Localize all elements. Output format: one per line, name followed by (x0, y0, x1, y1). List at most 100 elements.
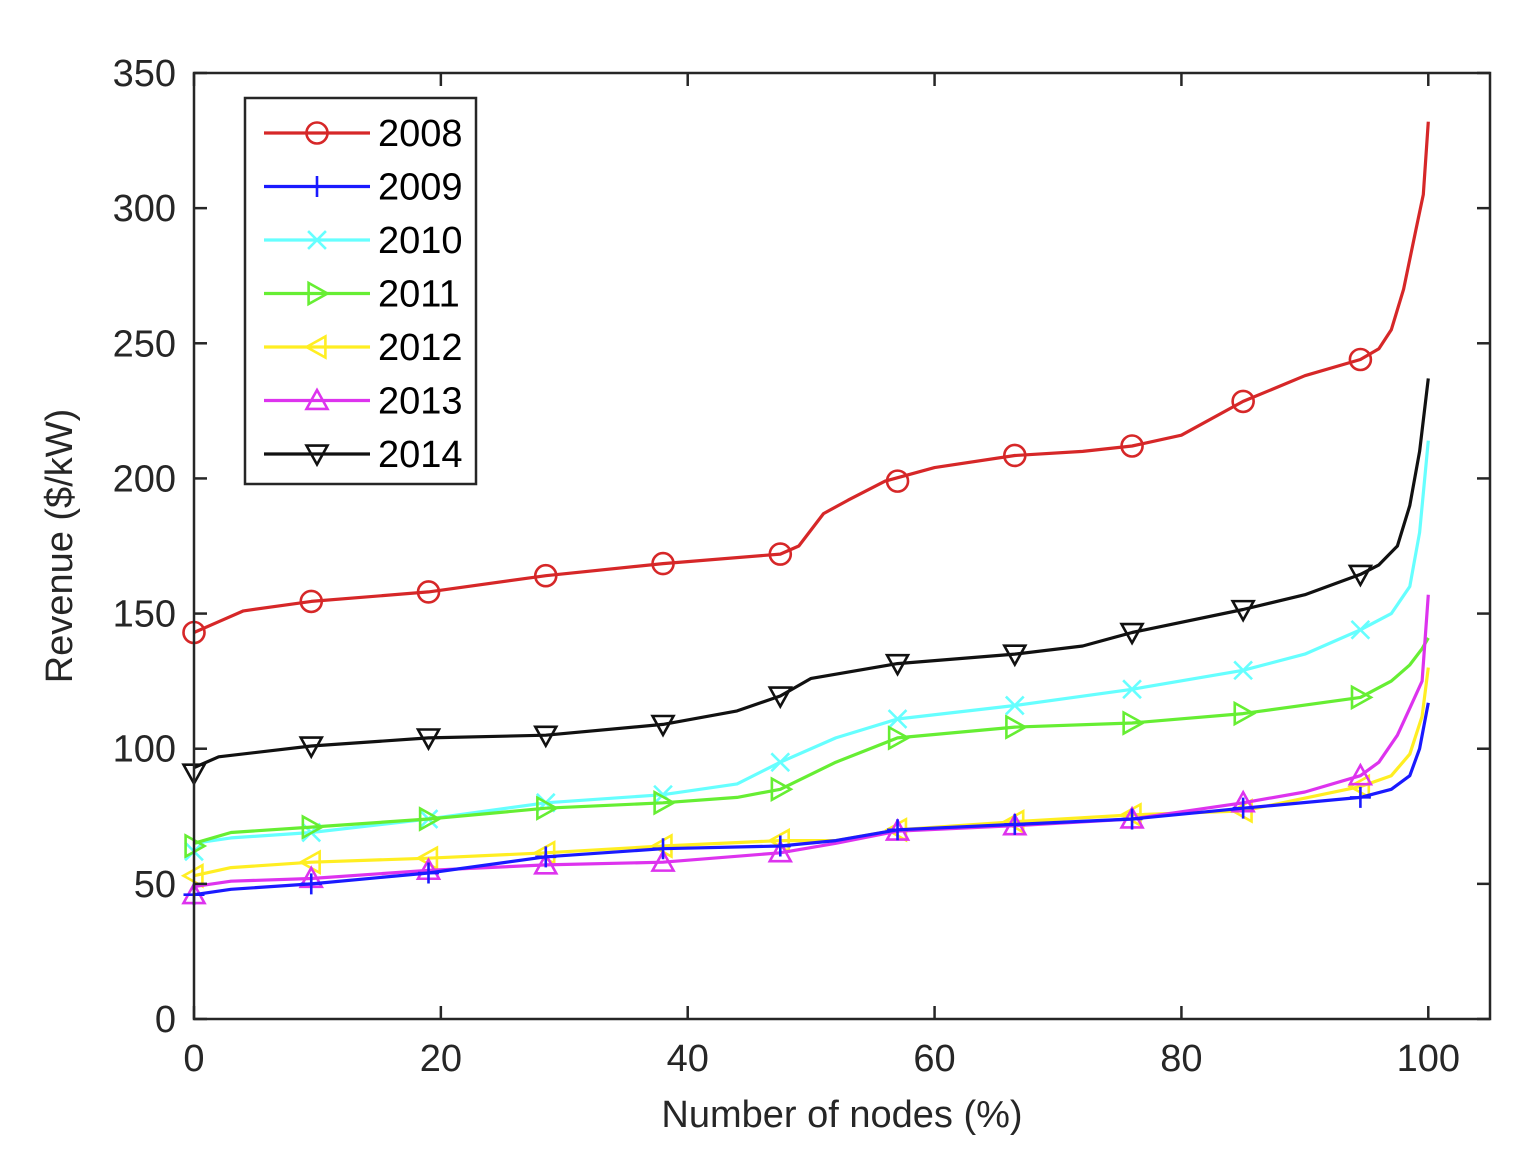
data-point-2013 (650, 849, 676, 872)
data-point-2008 (885, 469, 910, 493)
series-line-2010 (193, 440, 1430, 845)
data-point-2008 (1120, 434, 1144, 458)
data-point-2009 (769, 835, 791, 857)
series-layer (180, 121, 1430, 906)
axes-box (192, 71, 1492, 1021)
series-2011 (184, 637, 1430, 859)
legend-label: 2013 (378, 381, 463, 423)
data-point-2009 (1349, 786, 1371, 808)
series-line-2011 (193, 637, 1430, 845)
data-point-2008 (416, 580, 441, 604)
data-point-2013 (1347, 762, 1374, 786)
legend-marker-2014 (304, 444, 330, 468)
data-point-2009 (1004, 813, 1026, 835)
data-point-2011 (418, 806, 442, 832)
y-tick-label: 350 (113, 53, 176, 95)
data-point-2014 (884, 653, 911, 677)
data-point-2014 (415, 728, 442, 752)
legend-marker-2013 (304, 387, 330, 411)
y-tick-label: 150 (113, 594, 176, 636)
data-point-2008 (533, 563, 558, 588)
data-point-2009 (1232, 797, 1254, 819)
x-tick-label: 60 (913, 1038, 955, 1080)
legend-marker-2012 (303, 334, 327, 360)
data-point-2009 (418, 862, 440, 884)
data-point-2011 (1350, 684, 1374, 711)
legend-label: 2008 (378, 113, 463, 155)
legend: 2008 2009 2010 2011 2012 2013 2014 (243, 96, 478, 486)
y-tick-label: 100 (113, 729, 176, 771)
data-point-2011 (1005, 714, 1028, 740)
legend-label: 2014 (378, 434, 463, 476)
data-point-2014 (1230, 599, 1256, 623)
data-point-2009 (652, 838, 674, 860)
data-point-2011 (1233, 700, 1257, 727)
data-point-2008 (1348, 347, 1373, 372)
data-point-2011 (770, 776, 794, 802)
data-point-2008 (651, 551, 675, 576)
data-point-2009 (1121, 808, 1143, 830)
y-tick-label: 200 (113, 458, 176, 500)
legend-entry-2009: 2009 (264, 167, 463, 209)
series-2013 (181, 594, 1430, 905)
legend-entry-2011: 2011 (264, 274, 460, 316)
data-point-2014 (1119, 622, 1145, 646)
data-point-2008 (1231, 389, 1255, 414)
x-tick-label: 100 (1397, 1038, 1460, 1080)
series-line-2014 (193, 378, 1430, 770)
data-point-2014 (533, 725, 559, 749)
x-axis-title: Number of nodes (%) (661, 1094, 1022, 1136)
legend-label: 2010 (378, 220, 463, 262)
y-tick-label: 50 (134, 864, 176, 906)
y-tick-label: 300 (113, 188, 176, 230)
legend-marker-2008 (305, 121, 329, 145)
legend-label: 2009 (378, 167, 463, 209)
data-point-2014 (1002, 644, 1028, 668)
data-point-2009 (300, 873, 322, 895)
data-point-2008 (1002, 443, 1027, 468)
data-point-2010 (887, 709, 908, 729)
data-point-2010 (1233, 660, 1253, 681)
legend-entry-2008: 2008 (264, 113, 463, 155)
x-tick-label: 80 (1160, 1038, 1202, 1080)
legend-marker-2011 (307, 280, 331, 307)
data-point-2013 (767, 839, 793, 863)
data-point-2011 (887, 725, 911, 751)
legend-marker-2010 (307, 230, 327, 250)
legend-entry-2010: 2010 (264, 220, 463, 262)
legend-entry-2014: 2014 (264, 434, 463, 476)
data-point-2013 (533, 851, 559, 875)
data-point-2014 (298, 736, 324, 760)
data-point-2009 (887, 819, 909, 841)
data-point-2014 (650, 714, 676, 738)
legend-marker-2009 (306, 176, 328, 197)
data-point-2010 (1122, 679, 1142, 700)
data-point-2010 (1350, 619, 1371, 640)
series-2014 (181, 378, 1430, 787)
x-tick-label: 40 (667, 1038, 709, 1080)
series-line-2008 (193, 121, 1430, 634)
data-point-2010 (1004, 695, 1025, 716)
series-2010 (184, 440, 1430, 862)
data-point-2008 (299, 589, 324, 614)
data-point-2011 (1122, 710, 1146, 736)
data-point-2011 (536, 795, 559, 821)
y-axis-title: Revenue ($/kW) (39, 409, 81, 684)
legend-box (243, 96, 478, 486)
x-tick-label: 0 (183, 1038, 204, 1080)
ticks-layer: 0 20 40 60 80 100 0 50 100 150 200 250 300 350 (113, 53, 1490, 1080)
legend-entry-2013: 2013 (264, 381, 463, 423)
data-point-2014 (767, 686, 793, 710)
legend-label: 2012 (378, 327, 463, 369)
data-point-2008 (768, 542, 793, 566)
legend-label: 2011 (378, 274, 460, 316)
data-point-2014 (1347, 564, 1374, 588)
data-point-2011 (301, 814, 325, 840)
data-point-2010 (770, 752, 791, 773)
y-tick-label: 0 (155, 999, 176, 1041)
data-point-2011 (653, 790, 677, 816)
series-2009 (183, 702, 1430, 906)
data-point-2009 (535, 846, 557, 868)
